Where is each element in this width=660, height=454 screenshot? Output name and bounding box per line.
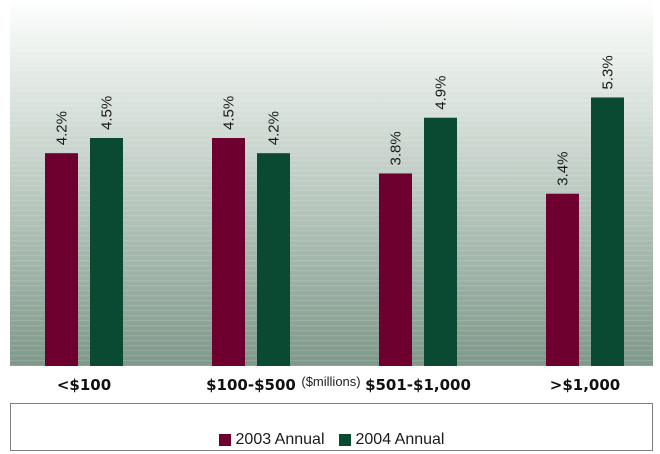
data-label-2-2: 4.2% bbox=[266, 111, 283, 145]
data-labels-layer: 4.2% 4.5% 4.5% 4.2% 3.8% 4.9% 3.4% 5.3% bbox=[54, 55, 617, 185]
legend-swatch bbox=[338, 434, 351, 446]
bar-2-2 bbox=[257, 153, 290, 366]
legend-row: 2003 Annual 2004 Annual bbox=[11, 431, 652, 449]
legend-label: 2004 Annual bbox=[355, 431, 445, 448]
bar-2-3 bbox=[424, 117, 457, 366]
bar-2-4 bbox=[591, 97, 624, 366]
data-label-1-4: 3.4% bbox=[555, 152, 572, 186]
legend-item-2: 2004 Annual bbox=[338, 431, 445, 449]
bar-1-2 bbox=[212, 138, 245, 366]
category-labels-layer: <$100 $100-$500 $501-$1,000 >$1,000 bbox=[57, 376, 620, 394]
bar-1-4 bbox=[546, 193, 579, 366]
legend-item-1: 2003 Annual bbox=[218, 431, 325, 449]
x-axis-unit-label: ($millions) bbox=[301, 374, 360, 389]
legend-label: 2003 Annual bbox=[235, 431, 325, 448]
data-label-1-3: 3.8% bbox=[388, 131, 405, 165]
bars-layer bbox=[45, 97, 624, 366]
data-label-2-1: 4.5% bbox=[99, 96, 116, 130]
bar-1-3 bbox=[379, 173, 412, 366]
bar-1-1 bbox=[45, 153, 78, 366]
data-label-2-4: 5.3% bbox=[600, 55, 617, 89]
category-label-3: $501-$1,000 bbox=[365, 376, 471, 394]
data-label-2-3: 4.9% bbox=[433, 76, 450, 110]
bar-chart: 4.2% 4.5% 4.5% 4.2% 3.8% 4.9% 3.4% 5.3% <$100 $1… bbox=[10, 0, 653, 394]
bar-2-1 bbox=[90, 138, 123, 366]
category-label-2: $100-$500 bbox=[206, 376, 296, 394]
category-label-1: <$100 bbox=[57, 376, 111, 394]
legend-swatch bbox=[218, 434, 231, 446]
category-label-4: >$1,000 bbox=[550, 376, 620, 394]
data-label-1-1: 4.2% bbox=[54, 111, 71, 145]
legend: 2003 Annual 2004 Annual bbox=[10, 403, 653, 451]
data-label-1-2: 4.5% bbox=[221, 96, 238, 130]
